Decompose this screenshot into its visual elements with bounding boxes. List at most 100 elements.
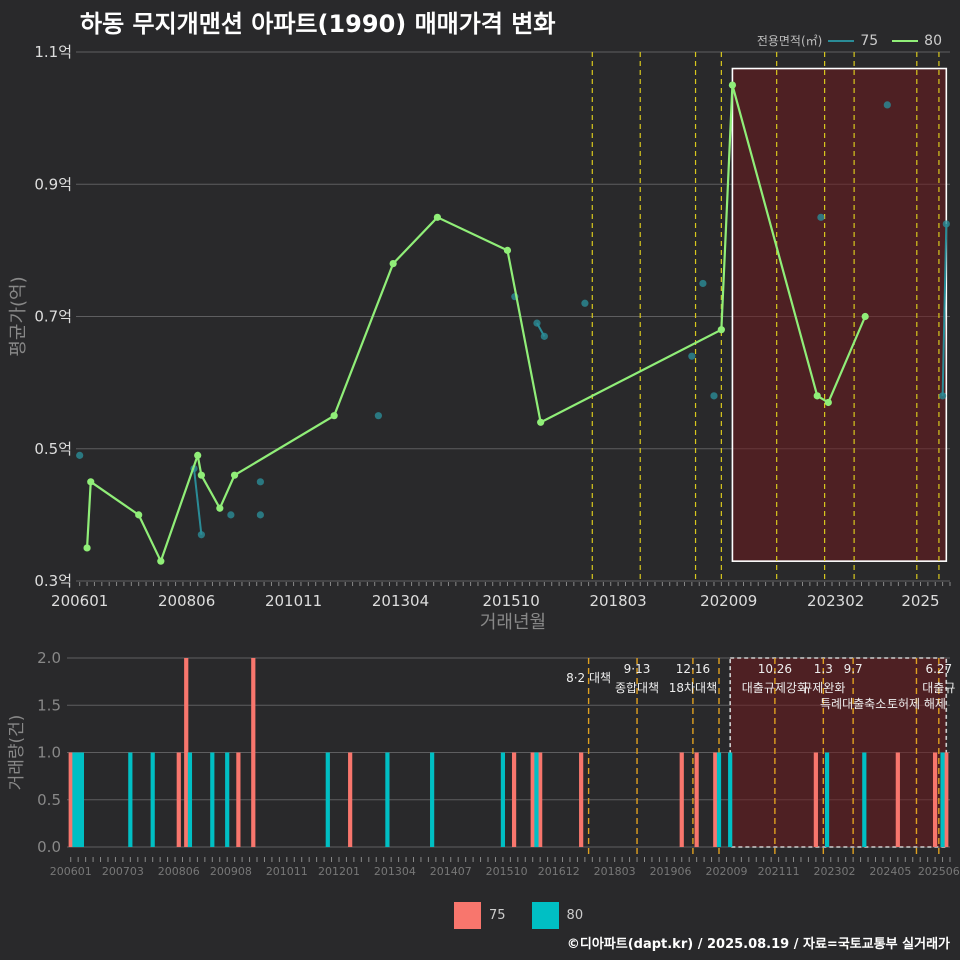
volume-bar-75	[813, 752, 818, 847]
volume-x-tick-label: 201612	[538, 865, 580, 878]
legend-swatch-80	[892, 39, 919, 42]
volume-bar-75	[184, 658, 189, 847]
policy-date-label: 9·13	[624, 662, 651, 676]
volume-bar-80	[385, 752, 390, 847]
price-x-tick-label: 200601	[51, 592, 108, 610]
volume-x-tick-label: 201510	[486, 865, 528, 878]
series-80-point	[230, 471, 239, 479]
volume-bar-80	[534, 752, 539, 847]
volume-bar-80	[72, 752, 77, 847]
policy-text-label: 특례대출축소	[820, 697, 886, 711]
volume-y-tick-label: 0.0	[37, 838, 61, 856]
series-75-point	[581, 299, 589, 307]
volume-bar-75	[176, 752, 181, 847]
volume-bar-75	[68, 752, 73, 847]
series-80-point	[717, 326, 725, 334]
series-80-point	[194, 451, 202, 459]
series-75-point	[883, 101, 891, 109]
volume-bar-80	[430, 752, 435, 847]
volume-bar-80	[728, 752, 733, 847]
bar-legend-swatch-75	[454, 902, 481, 929]
volume-y-axis-title: 거래량(건)	[7, 715, 27, 791]
volume-x-tick-label: 201906	[650, 865, 692, 878]
series-75-point	[197, 531, 205, 539]
series-75-point	[817, 213, 825, 221]
series-80-point	[216, 504, 224, 512]
policy-text-label: 규제완화	[801, 681, 845, 695]
series-75-point	[710, 392, 718, 400]
series-75-segment	[941, 223, 948, 396]
volume-bar-80	[225, 752, 230, 847]
policy-date-label: 1.3	[814, 662, 833, 676]
volume-bar-75	[511, 752, 517, 847]
price-x-tick-label: 201510	[483, 592, 540, 610]
series-75-point	[699, 279, 707, 288]
highlight-period-box	[731, 67, 948, 562]
price-x-tick-label: 201304	[372, 592, 429, 610]
legend-title: 전용면적(㎡)	[756, 34, 823, 48]
volume-bar-75	[679, 752, 684, 847]
volume-bar-75	[579, 752, 584, 847]
volume-bar-80	[824, 752, 830, 847]
series-75-segment	[193, 468, 203, 535]
volume-bar-75	[895, 752, 900, 847]
price-x-tick-label: 2025	[901, 592, 939, 610]
volume-x-tick-label: 202111	[758, 865, 800, 878]
volume-bar-75	[932, 752, 938, 847]
series-80-point	[861, 312, 869, 321]
series-80-point	[87, 478, 95, 486]
series-80-point	[389, 260, 397, 268]
series-80-point	[728, 81, 737, 89]
volume-bar-80	[210, 752, 215, 847]
series-75-point	[942, 220, 950, 228]
policy-date-label: 10.26	[758, 662, 792, 676]
legend-swatch-75	[828, 39, 855, 42]
volume-bar-80	[500, 752, 506, 847]
policy-text-label: 종합대책	[615, 680, 659, 695]
volume-x-tick-label: 201803	[594, 865, 636, 878]
volume-bar-80	[187, 752, 193, 847]
series-75-point	[374, 412, 382, 420]
volume-legend: 75 80	[454, 902, 583, 929]
legend-label-80: 80	[924, 32, 942, 49]
policy-date-label: 12·16	[676, 662, 710, 676]
volume-x-tick-label: 201407	[430, 865, 472, 878]
volume-y-tick-label: 1.0	[37, 744, 61, 762]
series-80-point	[537, 418, 545, 426]
legend-label-75: 75	[860, 32, 879, 49]
policy-text-label: 토허제 해제	[887, 697, 946, 711]
policy-date-label: 6.27	[925, 662, 952, 676]
volume-x-tick-label: 200908	[210, 865, 252, 878]
series-80-line	[85, 84, 867, 565]
volume-bar-75	[538, 752, 543, 847]
series-75-point	[533, 319, 541, 327]
bar-legend-label-75: 75	[489, 908, 506, 923]
volume-highlight-box	[729, 657, 948, 848]
volume-x-tick-label: 200601	[50, 865, 92, 878]
price-y-tick-label: 0.9억	[34, 175, 72, 193]
volume-bar-80	[940, 752, 945, 847]
series-80-point	[197, 471, 205, 479]
volume-x-tick-label: 201201	[318, 865, 360, 878]
volume-x-tick-label: 202009	[705, 865, 747, 878]
volume-bar-75	[236, 752, 241, 847]
price-x-tick-label: 201011	[265, 592, 322, 610]
price-legend: 전용면적(㎡) 75 80	[757, 32, 950, 49]
series-80-point	[83, 544, 91, 552]
series-80-point	[135, 511, 143, 519]
volume-x-tick-label: 200703	[102, 865, 144, 878]
series-75-point	[540, 332, 548, 340]
price-y-axis-title: 평균가(억)	[8, 276, 29, 356]
price-y-tick-label: 0.3억	[34, 572, 72, 590]
volume-bar-75	[713, 752, 718, 847]
volume-x-tick-label: 202302	[814, 865, 856, 878]
series-80-point	[433, 213, 442, 221]
series-80-point	[157, 557, 165, 565]
volume-x-tick-label: 202506	[918, 865, 960, 878]
series-75-point	[688, 352, 696, 360]
price-y-tick-label: 1.1억	[34, 43, 72, 61]
policy-text-label: 8·2 대책	[566, 670, 611, 685]
price-y-tick-label: 0.7억	[34, 308, 72, 326]
policy-text-label: 18차대책	[669, 680, 717, 695]
